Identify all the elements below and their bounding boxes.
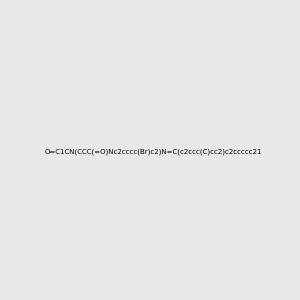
- Text: O=C1CN(CCC(=O)Nc2cccc(Br)c2)N=C(c2ccc(C)cc2)c2ccccc21: O=C1CN(CCC(=O)Nc2cccc(Br)c2)N=C(c2ccc(C)…: [45, 148, 262, 155]
